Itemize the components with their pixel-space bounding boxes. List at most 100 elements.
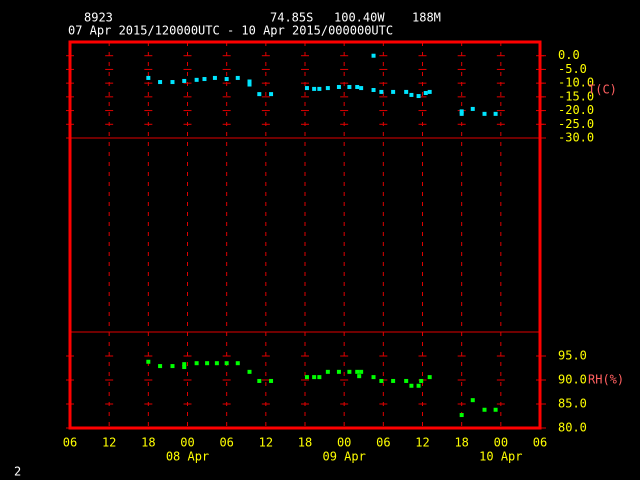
x-tick-label: 06 [376, 436, 390, 450]
y-tick-label: 80.0 [558, 421, 587, 435]
data-point [214, 361, 219, 366]
y-tick-label: -10.0 [558, 76, 594, 90]
data-point [247, 82, 252, 87]
y-tick-label: 85.0 [558, 397, 587, 411]
x-tick-label: 00 [337, 436, 351, 450]
x-tick-label: 00 [494, 436, 508, 450]
data-point [304, 86, 309, 91]
data-point [336, 369, 341, 374]
data-point [391, 378, 396, 383]
data-point [182, 362, 187, 367]
data-point [459, 413, 464, 418]
data-point [170, 364, 175, 369]
data-point [379, 89, 384, 94]
data-point [459, 111, 464, 116]
data-point [205, 361, 210, 366]
data-point [409, 383, 414, 388]
elevation: 188M [412, 11, 441, 25]
data-point [317, 375, 322, 380]
data-point [212, 75, 217, 80]
data-point [493, 407, 498, 412]
data-point [347, 369, 352, 374]
data-point [355, 84, 360, 89]
data-point [359, 369, 364, 374]
date-label: 09 Apr [322, 450, 365, 464]
y-tick-label: -30.0 [558, 131, 594, 145]
data-point [419, 378, 424, 383]
data-point [347, 84, 352, 89]
data-point [325, 369, 330, 374]
data-point [304, 375, 309, 380]
data-point [235, 75, 240, 80]
data-point [325, 86, 330, 91]
data-point [146, 75, 151, 80]
data-point [336, 84, 341, 89]
data-point [269, 92, 274, 97]
data-point [470, 106, 475, 111]
x-tick-label: 06 [63, 436, 77, 450]
date-label: 10 Apr [479, 450, 522, 464]
y-tick-label: -5.0 [558, 62, 587, 76]
x-tick-label: 12 [259, 436, 273, 450]
data-point [416, 94, 421, 99]
data-point [416, 383, 421, 388]
data-point [158, 80, 163, 85]
data-point [482, 407, 487, 412]
y-axis-label: T(C) [588, 83, 617, 97]
data-point [170, 80, 175, 85]
data-point [312, 86, 317, 91]
y-tick-label: 0.0 [558, 48, 580, 62]
data-point [470, 398, 475, 403]
data-point [371, 53, 376, 58]
data-point [257, 378, 262, 383]
data-point [371, 375, 376, 380]
footer: 2 [14, 465, 21, 479]
data-point [182, 365, 187, 370]
y-tick-label: 95.0 [558, 349, 587, 363]
y-tick-label: 90.0 [558, 373, 587, 387]
data-point [459, 109, 464, 114]
data-point [379, 378, 384, 383]
plot-frame [68, 40, 542, 430]
date-label: 08 Apr [166, 450, 209, 464]
data-point [194, 361, 199, 366]
data-point [427, 89, 432, 94]
x-tick-label: 00 [180, 436, 194, 450]
data-point [202, 77, 207, 82]
x-tick-label: 06 [533, 436, 547, 450]
data-point [493, 111, 498, 116]
station-id: 8923 [84, 11, 113, 25]
x-tick-label: 06 [219, 436, 233, 450]
data-point [355, 369, 360, 374]
data-point [247, 369, 252, 374]
y-tick-label: -15.0 [558, 89, 594, 103]
data-point [423, 91, 428, 96]
x-tick-label: 18 [141, 436, 155, 450]
data-point [158, 364, 163, 369]
data-point [235, 361, 240, 366]
data-point [427, 375, 432, 380]
data-point [404, 378, 409, 383]
period: 07 Apr 2015/120000UTC - 10 Apr 2015/0000… [68, 24, 393, 38]
x-tick-label: 12 [102, 436, 116, 450]
data-point [371, 88, 376, 92]
data-point [257, 92, 262, 97]
data-point [182, 78, 187, 83]
data-point [317, 86, 322, 91]
x-tick-label: 12 [415, 436, 429, 450]
data-point [194, 77, 199, 82]
data-point [247, 79, 252, 84]
latitude: 74.85S [270, 11, 313, 25]
longitude: 100.40W [334, 11, 385, 25]
data-point [269, 378, 274, 383]
x-tick-label: 18 [454, 436, 468, 450]
data-point [482, 111, 487, 116]
data-point [224, 77, 229, 82]
data-point [312, 375, 317, 380]
data-point [391, 89, 396, 94]
data-point [404, 89, 409, 94]
y-tick-label: -20.0 [558, 103, 594, 117]
